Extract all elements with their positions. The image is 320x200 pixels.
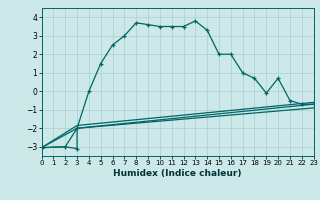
X-axis label: Humidex (Indice chaleur): Humidex (Indice chaleur) bbox=[113, 169, 242, 178]
